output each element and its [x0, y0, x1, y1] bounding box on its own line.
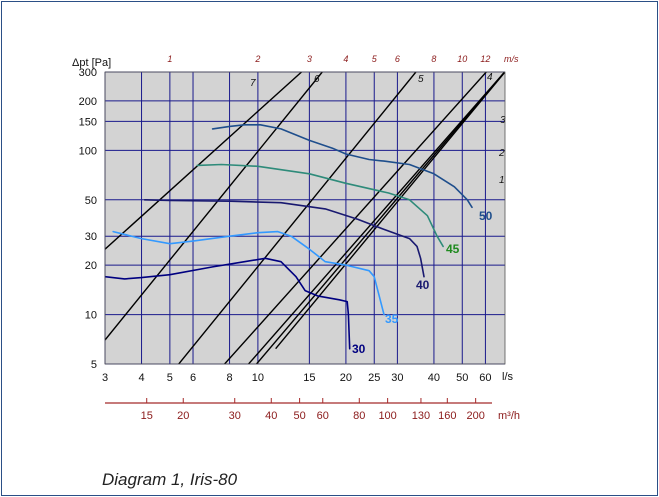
x-tick-label: 25	[368, 372, 380, 384]
m3h-tick-label: 80	[353, 410, 365, 422]
fan-curve-label-40: 40	[416, 278, 430, 292]
y-tick-label: 50	[85, 195, 97, 207]
system-line-label: 6	[314, 74, 320, 85]
fan-curve-50	[211, 124, 473, 209]
velocity-tick-label: 12	[480, 54, 490, 64]
system-line	[177, 72, 417, 364]
system-line	[275, 72, 505, 350]
x-tick-label: 6	[190, 372, 196, 384]
m3h-tick-label: 200	[466, 410, 484, 422]
x-axis-ticks: 3 4 5 6 8 10 15 20 25 30 40 50 60	[102, 372, 492, 384]
m3h-tick-label: 50	[293, 410, 305, 422]
x-tick-label: 30	[391, 372, 403, 384]
system-line	[105, 72, 323, 341]
m3h-tick-label: 130	[412, 410, 430, 422]
system-line-label: 5	[418, 74, 424, 85]
system-line	[255, 72, 505, 364]
m3h-tick-label: 160	[438, 410, 456, 422]
system-line	[247, 72, 505, 364]
x-tick-label: 40	[428, 372, 440, 384]
m3h-axis: 15 20 30 40 50 60 80 100 130 160 200	[105, 398, 492, 422]
system-line	[105, 72, 302, 250]
x-axis-label: l/s	[502, 371, 514, 383]
y-tick-label: 10	[85, 310, 97, 322]
x-tick-label: 3	[102, 372, 108, 384]
system-line	[223, 72, 487, 364]
x-tick-label: 10	[252, 372, 264, 384]
plot-border	[104, 71, 506, 365]
x-tick-label: 15	[303, 372, 315, 384]
fan-curve-label-45: 45	[446, 242, 460, 256]
x-tick-label: 4	[138, 372, 144, 384]
fan-curve-45	[196, 163, 444, 248]
plot-area	[105, 72, 505, 364]
fan-curve-40	[143, 199, 425, 278]
velocity-tick-label: 8	[431, 54, 436, 64]
system-line-label: 7	[250, 78, 256, 89]
velocity-tick-label: 10	[457, 54, 467, 64]
system-line-labels: 7 6 5 4 3 2 1	[250, 72, 506, 186]
m3h-tick-label: 20	[177, 410, 189, 422]
velocity-tick-label: 5	[372, 54, 378, 64]
x-tick-label: 20	[340, 372, 352, 384]
y-tick-label: 200	[79, 96, 97, 108]
fan-curve-label-35: 35	[385, 312, 399, 326]
y-tick-label: 20	[85, 260, 97, 272]
y-tick-label: 100	[79, 145, 97, 157]
y-tick-label: 5	[91, 359, 97, 371]
y-tick-label: 150	[79, 116, 97, 128]
fan-curve-35	[112, 230, 385, 316]
x-tick-label: 60	[479, 372, 491, 384]
fan-curve-labels: 50 45 40 35 30	[352, 209, 493, 356]
fan-curve-label-30: 30	[352, 342, 366, 356]
fan-curve-label-50: 50	[479, 209, 493, 223]
velocity-unit-label: m/s	[504, 54, 519, 64]
x-tick-label: 8	[226, 372, 232, 384]
velocity-tick-label: 6	[395, 54, 400, 64]
y-tick-label: 30	[85, 231, 97, 243]
system-line-label: 3	[500, 115, 506, 126]
velocity-tick-label: 3	[307, 54, 312, 64]
velocity-tick-label: 2	[254, 54, 260, 64]
velocity-tick-label: 4	[343, 54, 348, 64]
fan-curves	[105, 124, 473, 350]
y-axis-ticks: 5 10 20 30 50 100 150 200 300	[79, 67, 97, 371]
m3h-tick-label: 60	[317, 410, 329, 422]
fan-curve-30	[105, 257, 351, 350]
y-tick-label: 300	[79, 67, 97, 79]
diagram-caption: Diagram 1, Iris-80	[102, 470, 238, 489]
m3h-tick-label: 30	[229, 410, 241, 422]
velocity-tick-label: 1	[167, 54, 172, 64]
m3h-axis-label: m³/h	[498, 410, 520, 422]
m3h-tick-label: 15	[141, 410, 153, 422]
x-tick-label: 5	[167, 372, 173, 384]
m3h-tick-label: 100	[378, 410, 396, 422]
system-line-label: 1	[499, 175, 505, 186]
y-axis-label: Δpt [Pa]	[72, 57, 111, 69]
velocity-axis-ticks: 1 2 3 4 5 6 8 10 12	[167, 54, 490, 64]
system-line-label: 2	[498, 148, 505, 159]
m3h-tick-label: 40	[265, 410, 277, 422]
x-tick-label: 50	[456, 372, 468, 384]
system-line-label: 4	[487, 72, 493, 83]
system-lines	[105, 72, 505, 364]
